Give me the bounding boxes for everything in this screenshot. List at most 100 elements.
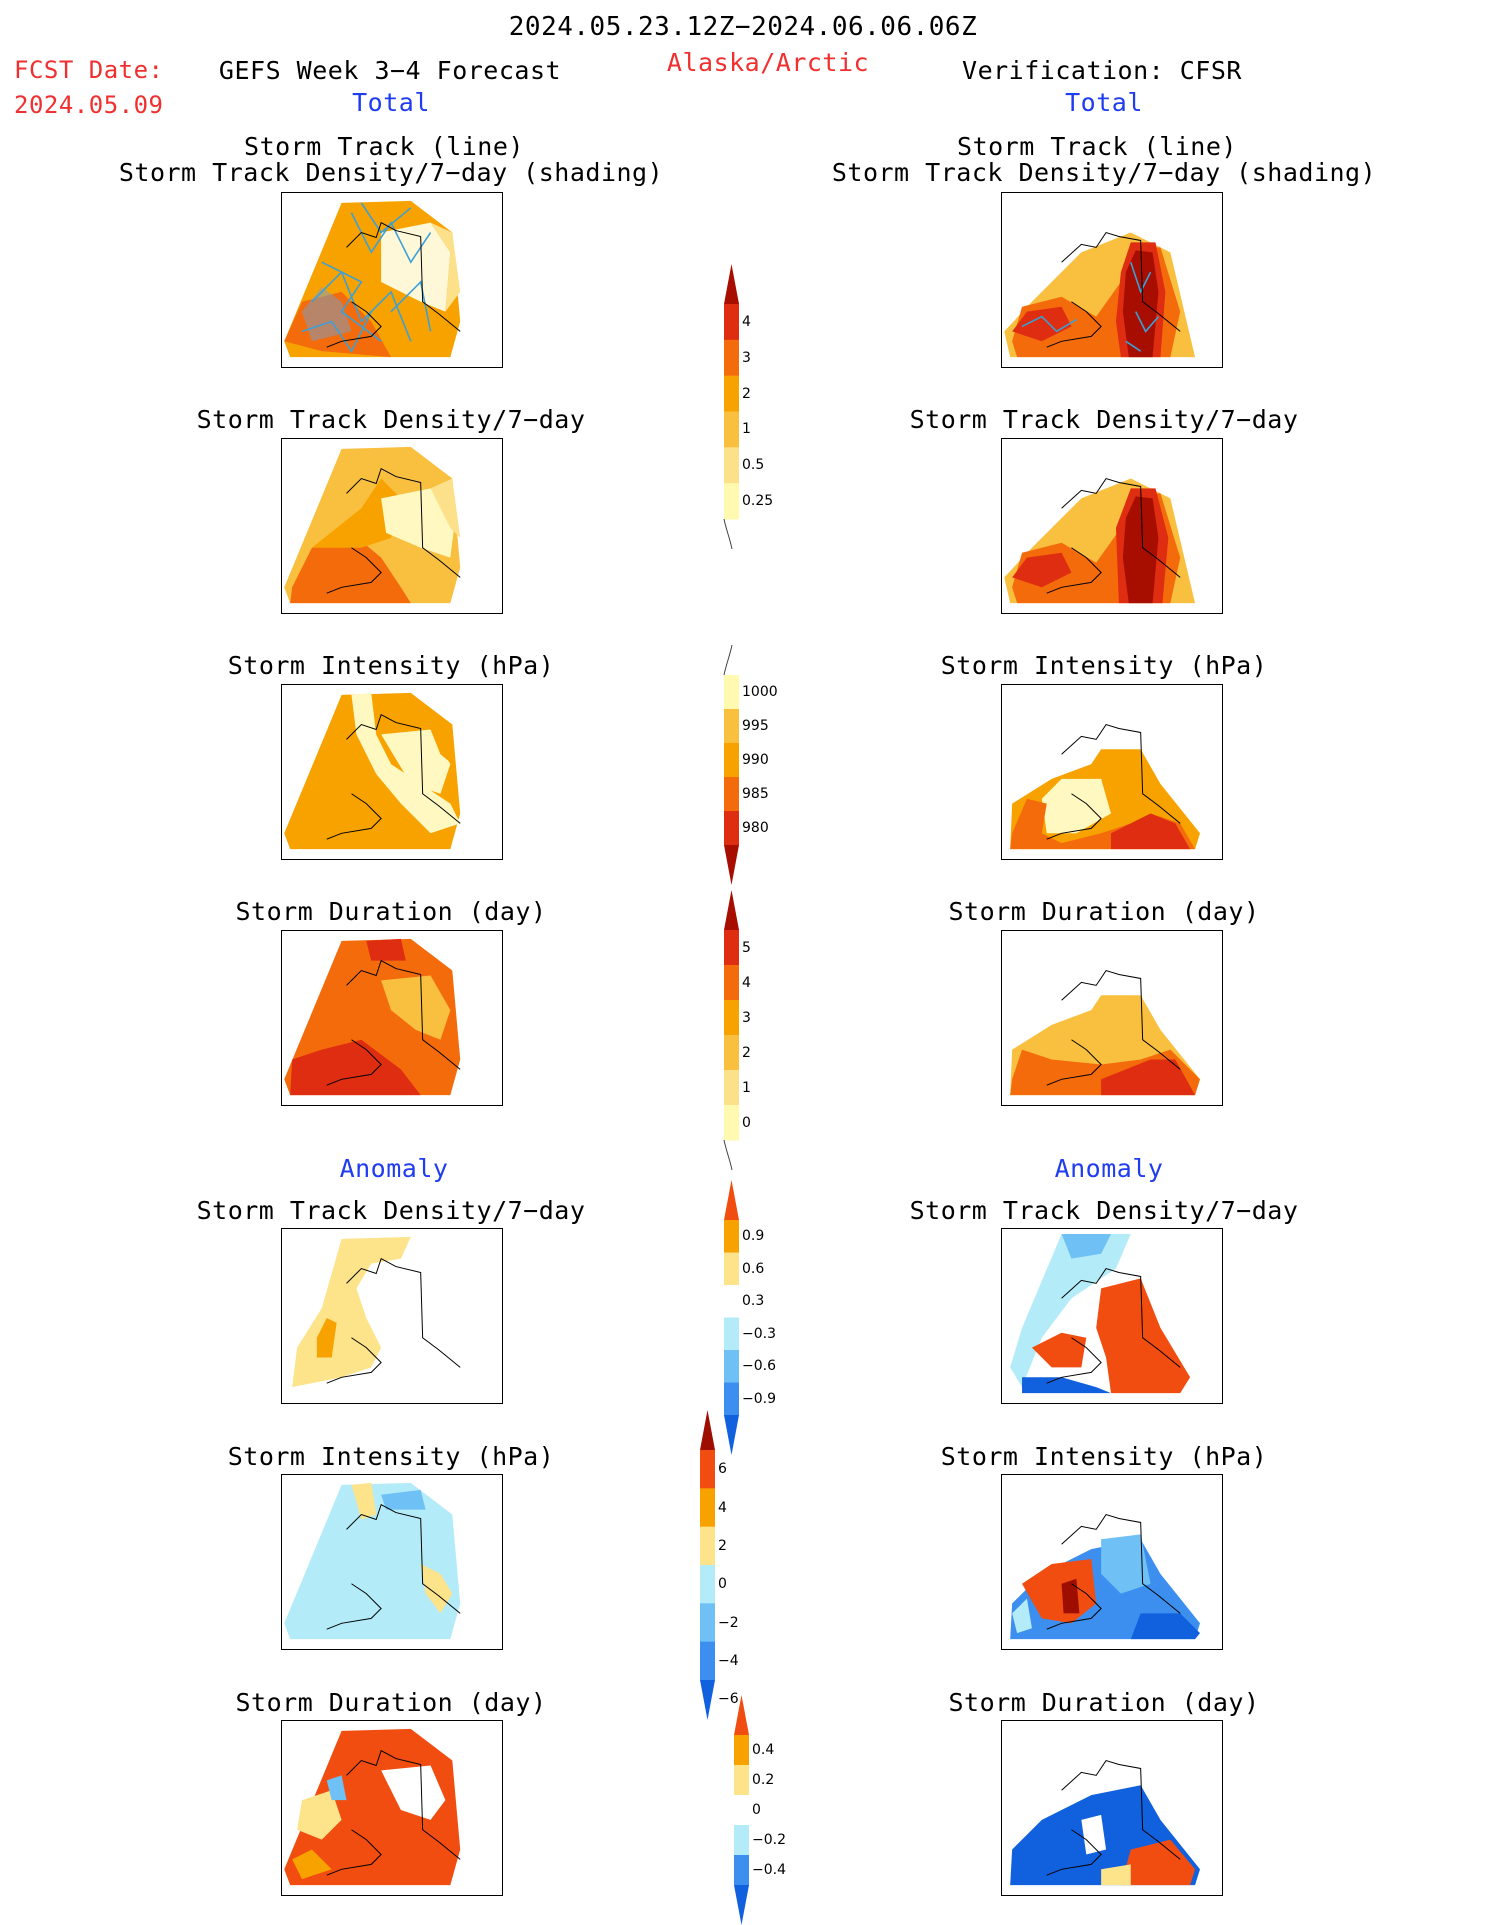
colorbar-bottom-arrow [734, 1885, 749, 1925]
colorbar-duration-total: 5 4 3 2 1 0 [722, 890, 802, 1170]
colorbar-top-arrow [724, 264, 739, 304]
map-panel-cfsr-duration-anomaly [1001, 1720, 1223, 1896]
colorbar-label: 0.3 [742, 1293, 765, 1310]
colorbar-segment [734, 1855, 749, 1886]
colorbar-label: 980 [742, 820, 769, 836]
colorbar-label: 0 [742, 1114, 751, 1131]
colorbar-segment [724, 1070, 739, 1106]
colorbar-label: 0.6 [742, 1260, 765, 1277]
map-panel-fcst-density [281, 438, 503, 614]
colorbar-segment [724, 483, 739, 520]
panel-title-density-right: Storm Track Density/7−day [909, 405, 1299, 434]
colorbar-segment [724, 1317, 739, 1351]
colorbar-top-arrow [724, 890, 739, 930]
map-panel-fcst-duration [281, 930, 503, 1106]
colorbar-label: 2 [742, 1044, 751, 1061]
colorbar-label: 2 [742, 385, 751, 402]
colorbar-intensity-total: 1000 995 990 985 980 [722, 645, 802, 885]
panel-title-intensity-right: Storm Intensity (hPa) [940, 651, 1268, 680]
colorbar-label: 985 [742, 786, 769, 802]
colorbar-segment [734, 1825, 749, 1856]
colorbar-segment [700, 1641, 715, 1681]
colorbar-label: −6 [718, 1691, 739, 1708]
panel-title-track-shading-left: Storm Track Density/7−day (shading) [118, 158, 664, 187]
colorbar-label: 1000 [742, 684, 778, 700]
fcst-date-value: 2024.05.09 [14, 91, 164, 119]
colorbar-label: 0 [752, 1802, 761, 1818]
colorbar-segment [700, 1526, 715, 1566]
colorbar-segment [724, 411, 739, 448]
colorbar-segment [700, 1488, 715, 1528]
colorbar-bottom-arrow [724, 1415, 739, 1455]
fcst-date-label: FCST Date: [14, 56, 164, 84]
colorbar-segment [724, 375, 739, 412]
colorbar-label: −0.2 [752, 1832, 786, 1848]
colorbar-duration-anomaly: 0.4 0.2 0 −0.2 −0.4 [732, 1695, 812, 1925]
map-panel-fcst-density-anomaly [281, 1228, 503, 1404]
colorbar-label: 0.9 [742, 1228, 765, 1245]
colorbar-graphic [734, 1695, 749, 1925]
colorbar-label: 5 [742, 939, 751, 956]
colorbar-graphic [724, 1180, 739, 1455]
colorbar-label: 4 [742, 974, 751, 991]
colorbar-label: −4 [718, 1652, 739, 1669]
colorbar-segment [724, 1285, 739, 1318]
map-panel-cfsr-density [1001, 438, 1223, 614]
colorbar-segment [724, 304, 739, 341]
colorbar-segment [724, 709, 739, 744]
colorbar-segment [734, 1795, 749, 1826]
panel-title-intensity-anom-left: Storm Intensity (hPa) [227, 1442, 555, 1471]
panel-title-duration-left: Storm Duration (day) [235, 897, 547, 926]
colorbar-label: 4 [742, 313, 751, 330]
colorbar-segment [724, 777, 739, 812]
verification-title: Verification: CFSR [962, 56, 1242, 85]
colorbar-segment [724, 811, 739, 846]
colorbar-label: −0.9 [742, 1390, 776, 1407]
colorbar-bottom-arrow [724, 845, 739, 885]
colorbar-label: 1 [742, 1079, 751, 1096]
colorbar-label: −0.6 [742, 1358, 776, 1375]
anomaly-label-right: Anomaly [1054, 1154, 1164, 1183]
colorbar-segment [724, 1350, 739, 1383]
colorbar-segment [724, 965, 739, 1001]
panel-title-intensity-left: Storm Intensity (hPa) [227, 651, 555, 680]
colorbar-segment [724, 930, 739, 966]
colorbar-tail-line [723, 645, 733, 676]
colorbar-graphic [723, 890, 739, 1170]
colorbar-segment [724, 1000, 739, 1036]
colorbar-label: 4 [718, 1499, 727, 1516]
forecast-title: GEFS Week 3−4 Forecast [218, 56, 562, 85]
map-panel-fcst-intensity [281, 684, 503, 860]
panel-title-density-left: Storm Track Density/7−day [196, 405, 586, 434]
colorbar-segment [734, 1735, 749, 1766]
colorbar-segment [700, 1450, 715, 1489]
colorbar-segment [724, 1035, 739, 1071]
colorbar-segment [724, 1252, 739, 1286]
colorbar-label: 3 [742, 349, 751, 366]
colorbar-density-anomaly: 0.9 0.6 0.3 −0.3 −0.6 −0.9 [722, 1180, 802, 1455]
colorbar-segment [700, 1565, 715, 1604]
map-panel-cfsr-intensity-anomaly [1001, 1474, 1223, 1650]
colorbar-graphic [723, 264, 739, 549]
colorbar-intensity-anomaly: 6 4 2 0 −2 −4 −6 [698, 1410, 778, 1720]
colorbar-label: 995 [742, 718, 769, 734]
panel-title-track-shading-right: Storm Track Density/7−day (shading) [831, 158, 1377, 187]
colorbar-label: −2 [718, 1614, 739, 1631]
colorbar-top-arrow [724, 1180, 739, 1220]
region-title: Alaska/Arctic [666, 48, 870, 77]
colorbar-label: 0.4 [752, 1742, 775, 1758]
map-panel-cfsr-intensity [1001, 684, 1223, 860]
colorbar-segment [700, 1603, 715, 1643]
colorbar-bottom-arrow [700, 1680, 715, 1720]
panel-title-density-anom-right: Storm Track Density/7−day [909, 1196, 1299, 1225]
colorbar-segment [724, 339, 739, 377]
colorbar-label: 0.5 [742, 457, 765, 474]
map-panel-fcst-intensity-anomaly [281, 1474, 503, 1650]
colorbar-label: 1 [742, 421, 751, 438]
colorbar-segment [724, 1220, 739, 1253]
colorbar-label: 3 [742, 1009, 751, 1026]
map-panel-cfsr-storm-track [1001, 192, 1223, 368]
colorbar-label: 2 [718, 1537, 727, 1554]
date-range-title: 2024.05.23.12Z−2024.06.06.06Z [508, 12, 978, 42]
total-label-right: Total [1065, 88, 1143, 117]
